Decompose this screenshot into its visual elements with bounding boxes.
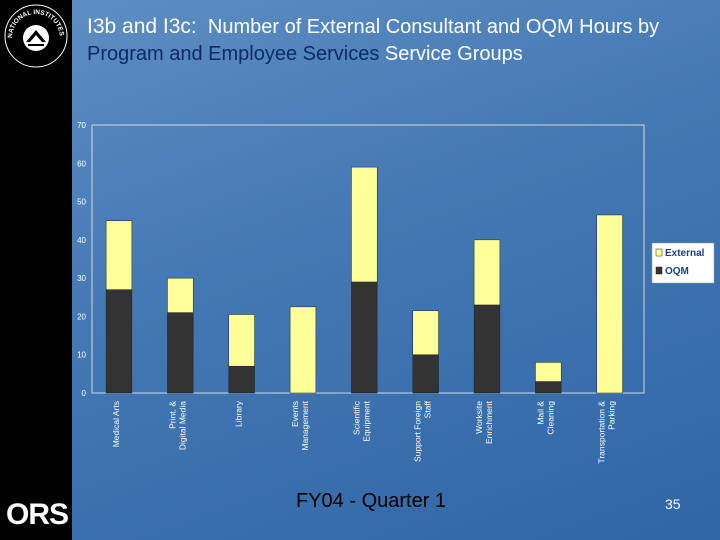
bar-external-6 [473,239,501,306]
x-tick-label: ScientificEquipment [351,400,371,441]
x-tick-label: Mail &Cleaning [535,401,555,435]
x-tick-label: Library [234,400,244,427]
x-tick-label: EventsManagement [290,400,310,450]
y-tick-label: 20 [77,312,86,321]
y-axis: 0 10 20 30 40 50 60 70 [77,121,86,398]
bar-external-3 [289,306,317,394]
title-part1: Number of External Consultant and OQM Ho… [207,16,660,38]
legend-label-oqm: OQM [665,266,689,277]
y-tick-label: 40 [77,236,86,245]
y-tick-label: 50 [77,198,86,207]
legend-box [651,242,715,284]
title-part2: Service Groups [384,43,523,65]
bar-external-5 [412,310,439,355]
bar-external-8 [596,214,623,394]
y-tick-label: 10 [77,351,86,360]
bar-oqm-1 [167,312,194,394]
x-tick-label: Transportation &Parking [597,401,617,464]
page-number: 35 [665,496,681,512]
bar-oqm-4 [351,281,378,394]
title-highlight: Program and Employee Services [87,43,380,65]
nih-logo-icon: NATIONAL INSTITUTES OF HEALTH [4,4,68,68]
sidebar: NATIONAL INSTITUTES OF HEALTH ORS [0,0,72,540]
bar-oqm-0 [105,289,133,394]
bars [105,166,623,394]
bar-external-4 [351,166,378,283]
x-axis-labels: Medical Arts Print. &Digital Media Library… [111,400,617,463]
legend-swatch-external [655,248,663,257]
bar-chart: 0 10 20 30 40 50 60 70 Medical Arts Print. &Digi… [77,121,715,464]
bar-oqm-5 [412,354,439,394]
bar-external-1 [167,277,194,313]
bar-external-7 [535,362,562,382]
bar-external-0 [105,220,133,290]
bar-oqm-6 [473,304,501,394]
title-lead: I3b and I3c: [87,15,197,38]
y-tick-label: 70 [77,121,86,130]
legend-label-external: External [665,248,705,259]
y-tick-label: 0 [82,389,87,398]
bar-oqm-7 [535,381,562,394]
x-tick-label: Medical Arts [111,401,121,447]
bar-oqm-2 [228,365,255,394]
y-tick-label: 30 [77,274,86,283]
legend: External OQM [651,242,715,284]
ors-logo: ORS [6,498,69,531]
page-title: I3b and I3c: Number of External Consulta… [87,13,697,68]
y-tick-label: 60 [77,159,86,168]
bar-external-2 [228,314,255,367]
x-tick-label: WorksiteEnrichment [474,400,494,444]
legend-swatch-oqm [655,266,663,275]
x-tick-label: Print. &Digital Media [167,401,187,450]
footer-text: FY04 - Quarter 1 [296,490,447,512]
x-tick-label: Support ForeignStaff [413,400,433,462]
